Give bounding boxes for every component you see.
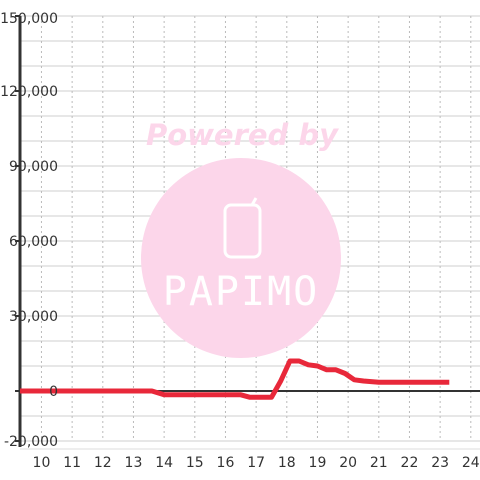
y-tick-label: 0	[49, 384, 58, 400]
y-tick-label: 90,000	[9, 159, 58, 175]
y-tick-label: 60,000	[9, 234, 58, 250]
x-tick-label: 18	[278, 455, 296, 471]
x-tick-label: 23	[431, 455, 449, 471]
watermark-brand: PAPIMO	[163, 269, 320, 315]
x-tick-labels: 10 11 12 13 14 15 16 17 18 19 20 21 22 23 24	[33, 455, 480, 471]
grid-lines	[20, 15, 480, 442]
x-tick-label: 21	[370, 455, 388, 471]
x-tick-label: 15	[186, 455, 204, 471]
y-tick-label: 150,000	[0, 11, 58, 27]
x-tick-label: 11	[63, 455, 81, 471]
x-tick-label: 10	[33, 455, 51, 471]
x-tick-label: 24	[462, 455, 480, 471]
x-tick-label: 12	[94, 455, 112, 471]
x-tick-label: 17	[247, 455, 265, 471]
series-layer	[20, 358, 450, 400]
y-tick-label: 120,000	[0, 84, 58, 100]
phone-icon	[223, 197, 262, 259]
y-tick-label: -20,000	[4, 434, 58, 450]
series-line	[20, 358, 450, 400]
watermark: Powered by PAPIMO	[141, 118, 341, 358]
x-tick-label: 13	[125, 455, 143, 471]
x-tick-label: 16	[217, 455, 235, 471]
x-tick-label: 20	[339, 455, 357, 471]
y-tick-label: 30,000	[9, 309, 58, 325]
y-tick-labels: -20,000 0 30,000 60,000 90,000 120,000 150,000	[0, 11, 58, 450]
watermark-powered-by: Powered by	[146, 118, 339, 152]
x-tick-label: 22	[401, 455, 419, 471]
x-tick-label: 14	[155, 455, 173, 471]
x-tick-label: 19	[309, 455, 327, 471]
